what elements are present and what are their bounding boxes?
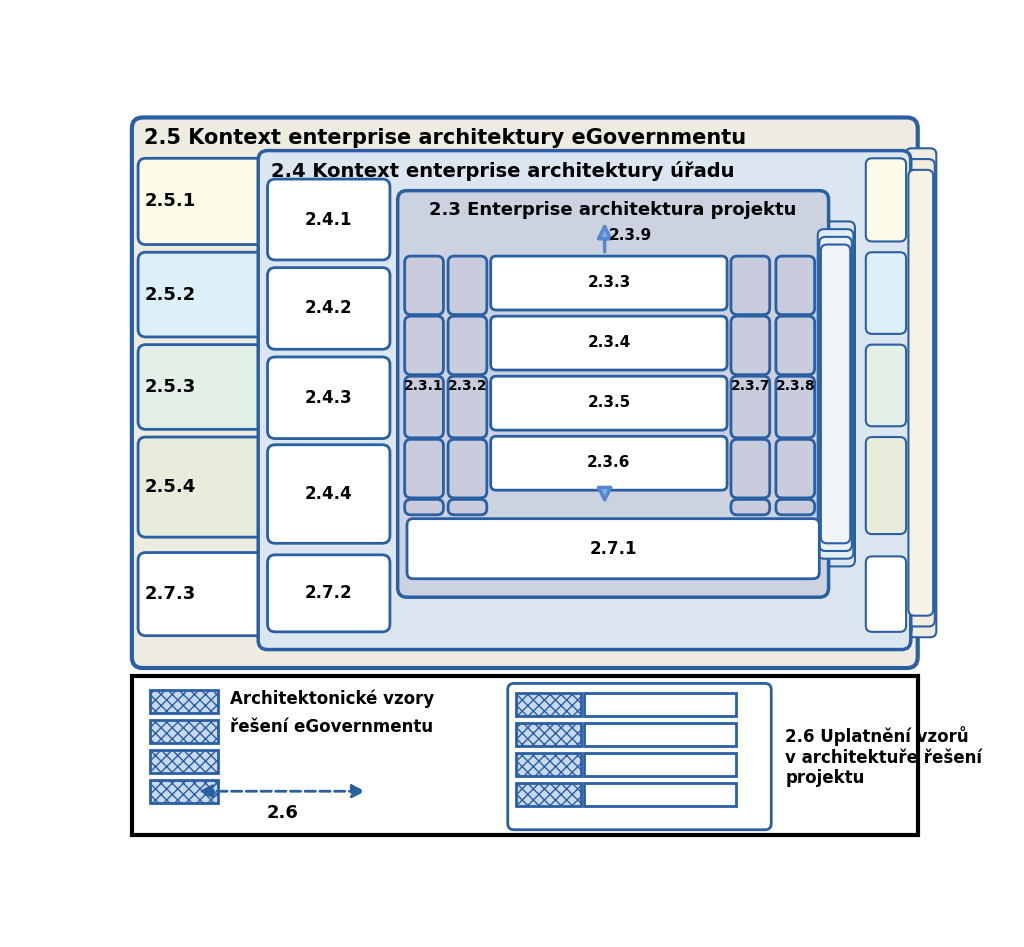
FancyBboxPatch shape [866,252,906,334]
Bar [150,779,218,803]
Text: 2.3.3: 2.3.3 [587,276,631,290]
FancyBboxPatch shape [132,117,918,668]
Bar [150,689,218,713]
FancyBboxPatch shape [776,439,815,498]
Text: 2.7.2: 2.7.2 [305,584,352,602]
Bar [585,783,735,806]
FancyBboxPatch shape [908,170,933,616]
FancyBboxPatch shape [397,190,828,598]
FancyBboxPatch shape [267,357,390,438]
Text: 2.7.3: 2.7.3 [145,585,197,603]
FancyBboxPatch shape [407,519,819,579]
FancyBboxPatch shape [449,439,486,498]
FancyBboxPatch shape [267,555,390,632]
Text: 2.3.5: 2.3.5 [587,395,631,410]
Text: 2.3 Enterprise architektura projektu: 2.3 Enterprise architektura projektu [429,202,797,220]
Text: řešení eGovernmentu: řešení eGovernmentu [230,719,433,737]
FancyBboxPatch shape [776,376,815,438]
Text: 2.3.8: 2.3.8 [775,379,815,393]
FancyBboxPatch shape [490,437,727,491]
Bar [150,750,218,773]
Bar [585,723,735,746]
FancyBboxPatch shape [776,316,815,375]
FancyBboxPatch shape [731,256,770,314]
Text: 2.3.4: 2.3.4 [587,335,631,350]
FancyBboxPatch shape [449,376,486,438]
Bar [132,676,918,835]
Text: 2.5.1: 2.5.1 [145,192,197,210]
FancyBboxPatch shape [776,499,815,515]
Text: 2.4.2: 2.4.2 [305,299,352,317]
FancyBboxPatch shape [776,256,815,314]
Text: 2.5 Kontext enterprise architektury eGovernmentu: 2.5 Kontext enterprise architektury eGov… [144,128,746,149]
Text: 2.4.4: 2.4.4 [305,485,352,503]
FancyBboxPatch shape [819,237,852,551]
FancyBboxPatch shape [866,437,906,534]
Text: 2.7.1: 2.7.1 [590,540,637,558]
FancyBboxPatch shape [449,499,486,515]
Bar [585,692,735,716]
Text: 2.3.2: 2.3.2 [447,379,487,393]
Text: 2.3.6: 2.3.6 [587,456,631,471]
FancyBboxPatch shape [508,684,771,830]
FancyBboxPatch shape [138,437,911,537]
Text: Architektonické vzory: Architektonické vzory [230,689,434,708]
FancyBboxPatch shape [258,151,910,650]
Text: 2.5.3: 2.5.3 [145,378,197,396]
Text: 2.4 Kontext enterprise architektury úřadu: 2.4 Kontext enterprise architektury úřad… [270,161,734,181]
Bar [585,753,735,776]
FancyBboxPatch shape [490,256,727,310]
FancyBboxPatch shape [818,229,853,559]
Bar [515,783,582,806]
FancyBboxPatch shape [404,499,443,515]
Bar [150,720,218,742]
Bar [515,753,582,776]
FancyBboxPatch shape [267,179,390,259]
FancyBboxPatch shape [731,376,770,438]
Text: 2.5.4: 2.5.4 [145,478,197,496]
FancyBboxPatch shape [866,557,906,632]
Text: 2.6 Uplatnění vzorů
v architektuře řešení
projektu: 2.6 Uplatnění vzorů v architektuře řešen… [785,725,982,787]
Text: 2.6: 2.6 [266,804,298,822]
FancyBboxPatch shape [905,149,936,637]
Text: 2.3.9: 2.3.9 [608,228,651,242]
FancyBboxPatch shape [731,316,770,375]
FancyBboxPatch shape [138,252,911,337]
Bar [515,692,582,716]
FancyBboxPatch shape [138,345,911,429]
FancyBboxPatch shape [404,376,443,438]
FancyBboxPatch shape [138,158,911,244]
Text: 2.3.7: 2.3.7 [730,379,770,393]
FancyBboxPatch shape [449,316,486,375]
FancyBboxPatch shape [404,316,443,375]
FancyBboxPatch shape [490,376,727,430]
FancyBboxPatch shape [731,439,770,498]
FancyBboxPatch shape [821,244,850,544]
FancyBboxPatch shape [404,439,443,498]
Text: 2.5.2: 2.5.2 [145,286,197,304]
Text: 2.3.1: 2.3.1 [404,379,443,393]
Text: 2.4.1: 2.4.1 [305,210,352,228]
FancyBboxPatch shape [267,445,390,544]
FancyBboxPatch shape [866,158,906,241]
FancyBboxPatch shape [490,316,727,370]
FancyBboxPatch shape [267,268,390,349]
FancyBboxPatch shape [866,345,906,426]
FancyBboxPatch shape [731,499,770,515]
FancyBboxPatch shape [404,256,443,314]
FancyBboxPatch shape [816,222,855,566]
Bar [515,723,582,746]
FancyBboxPatch shape [138,552,911,635]
Text: 2.4.3: 2.4.3 [305,389,352,407]
FancyBboxPatch shape [907,159,935,627]
FancyBboxPatch shape [449,256,486,314]
